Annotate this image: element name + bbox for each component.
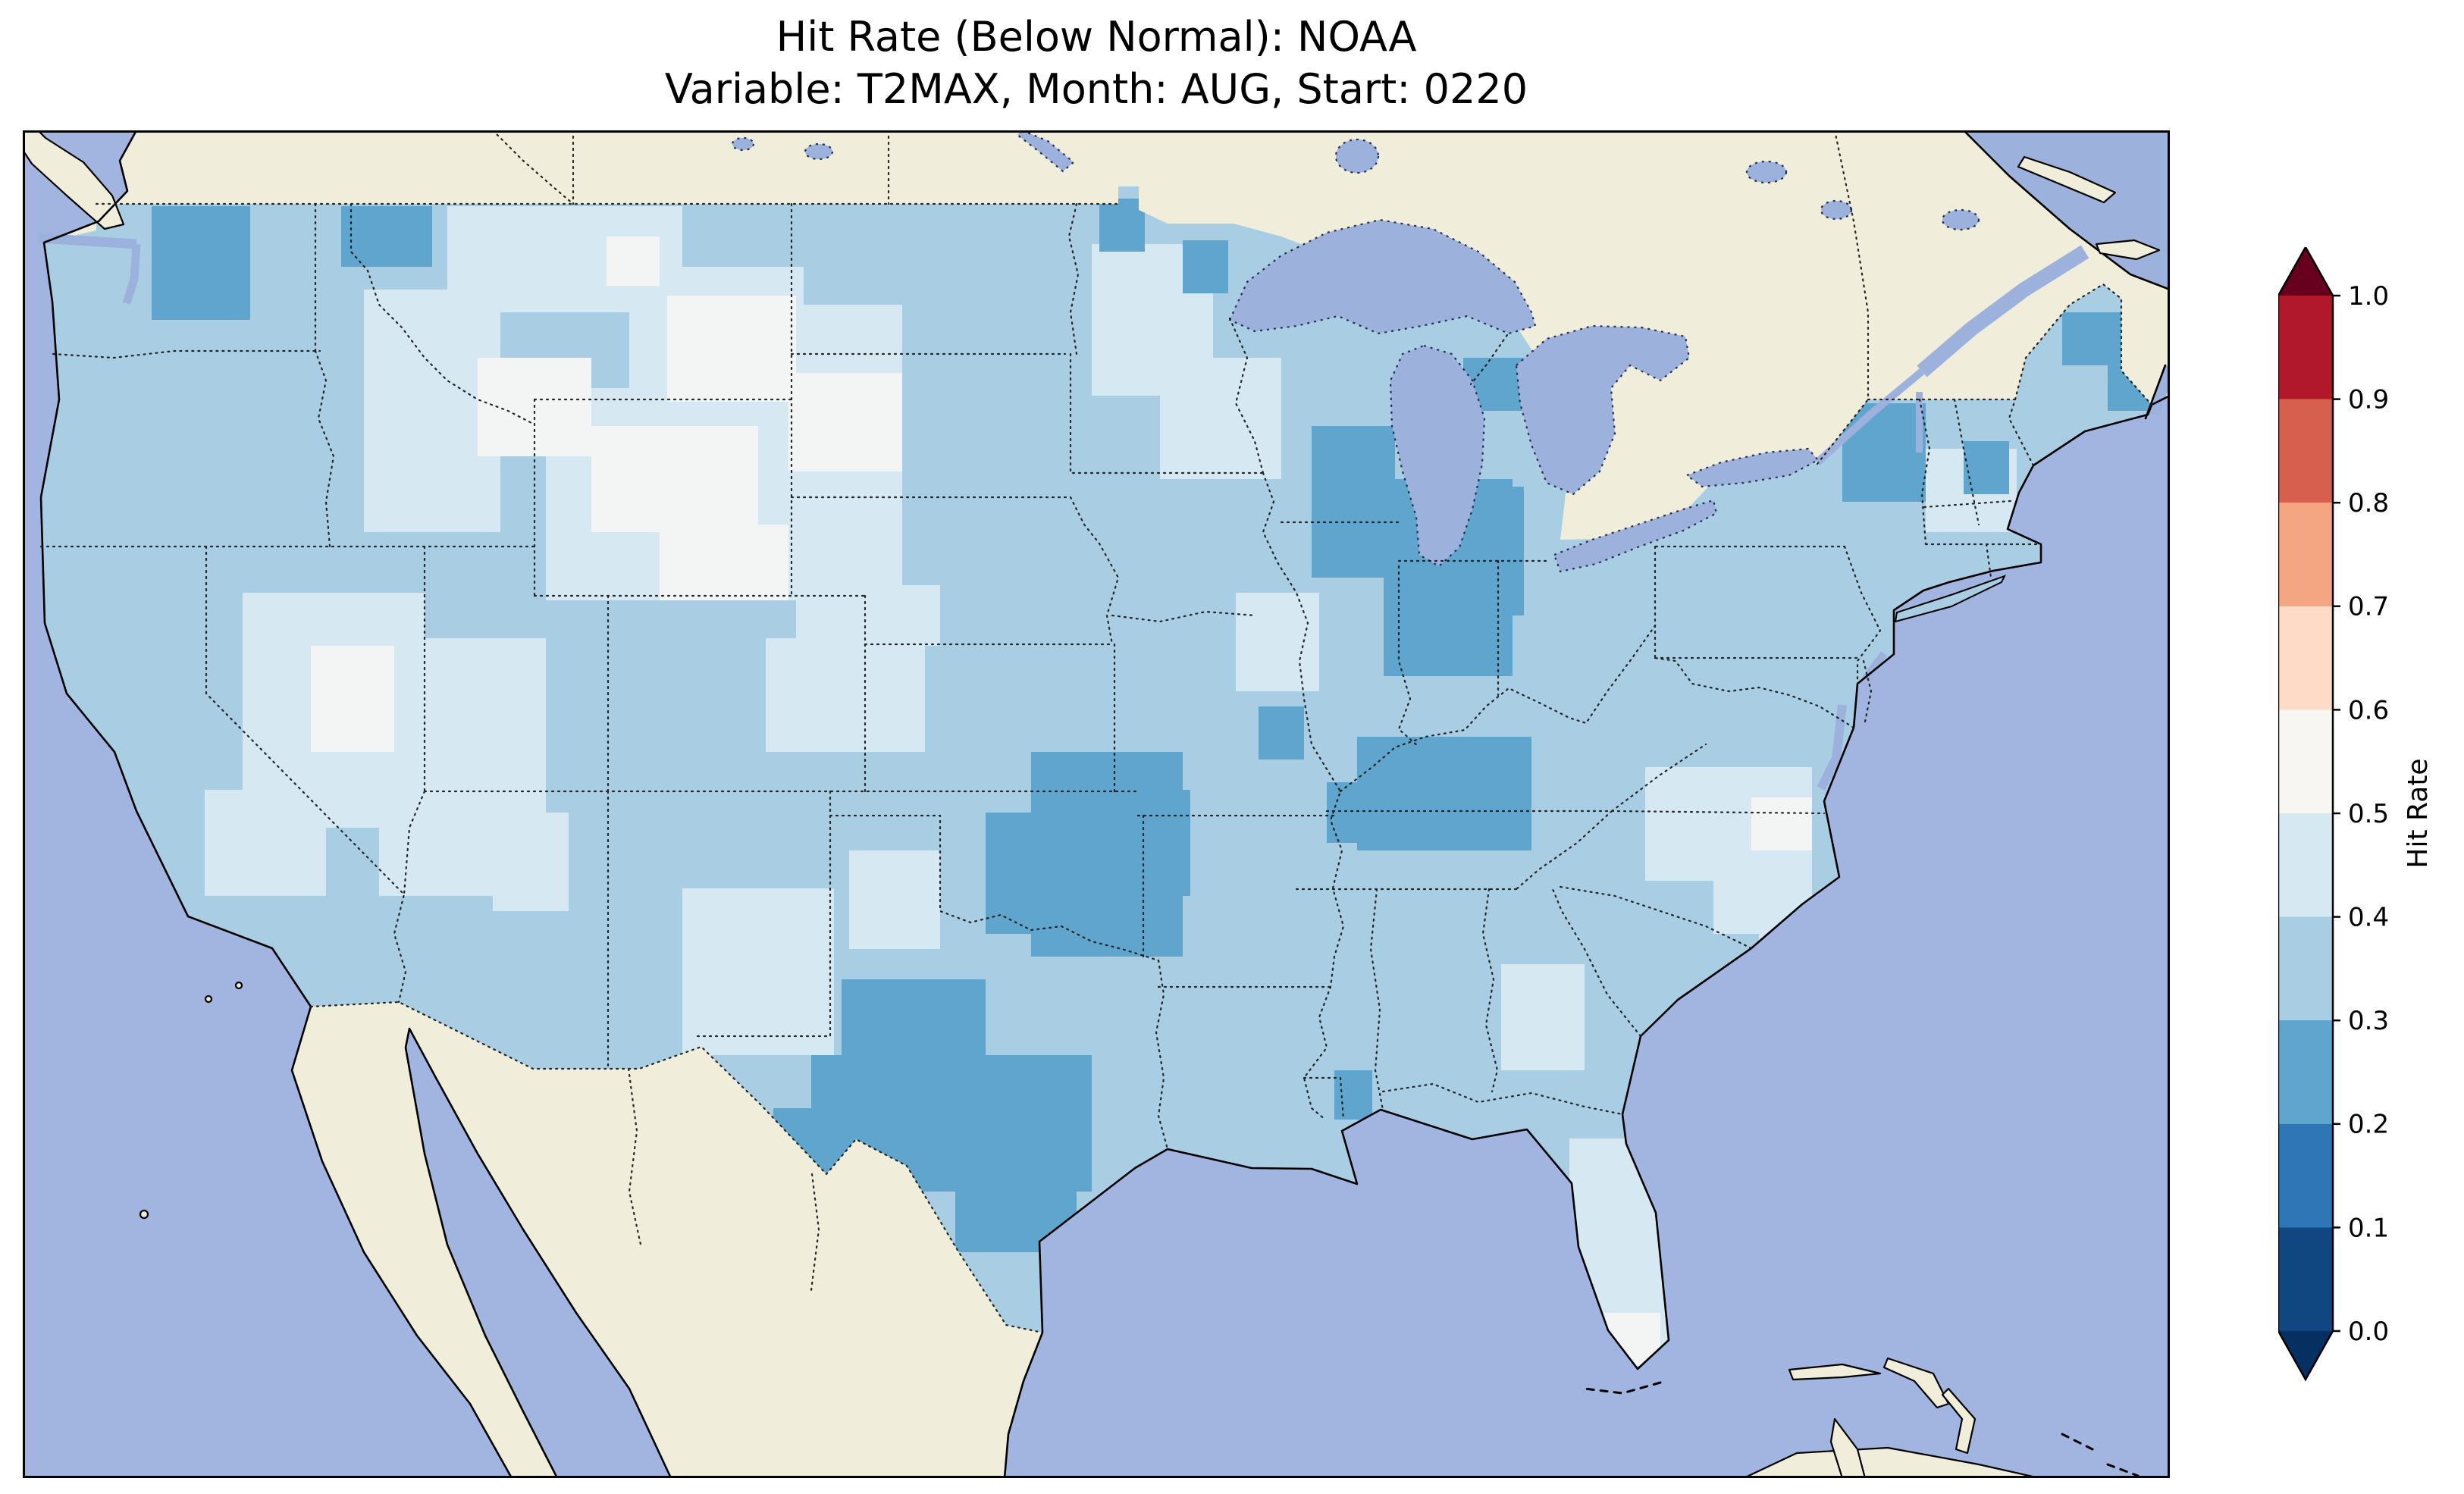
heatmap-cell-0.4-0.5	[796, 585, 940, 646]
colorbar-segment	[2278, 917, 2333, 1021]
heatmap-cell-0.2-0.3	[986, 813, 1054, 934]
colorbar-tick-label: 0.5	[2348, 799, 2389, 829]
colorbar-extend-above	[2278, 247, 2333, 296]
colorbar-tick-label: 0.0	[2348, 1317, 2389, 1347]
heatmap-cell-0.2-0.3	[842, 979, 986, 1063]
colorbar-tick-label: 1.0	[2348, 281, 2389, 312]
ontario-lake	[1747, 161, 1786, 183]
lake-nipigon	[1336, 139, 1378, 173]
colorbar-segment	[2278, 1020, 2333, 1124]
title-line-1: Hit Rate (Below Normal): NOAA	[23, 11, 2170, 63]
heatmap-cell-0.4-0.5	[1236, 593, 1319, 691]
heatmap-cell-0.2-0.3	[1964, 441, 2009, 494]
heatmap-cell-0.5-0.6	[667, 296, 796, 402]
heatmap-cell-0.5-0.6	[788, 373, 902, 471]
heatmap-cell-0.2-0.3	[341, 206, 432, 267]
colorbar-tick-label: 0.7	[2348, 592, 2389, 622]
lac-saint-jean	[1942, 210, 1979, 230]
title-line-2: Variable: T2MAX, Month: AUG, Start: 0220	[23, 63, 2170, 115]
prairie-lake-1	[805, 144, 832, 159]
colorbar-segment	[2278, 1124, 2333, 1228]
quebec-lake	[1821, 201, 1851, 219]
heatmap-cell-0.2-0.3	[1842, 403, 1926, 502]
heatmap-cell-0.4-0.5	[766, 638, 925, 752]
heatmap-cell-0.2-0.3	[1114, 790, 1190, 896]
colorbar-ticks: 1.0 0.9 0.8 0.7 0.6 0.5 0.4 0.3 0.2 0.1 0.0	[2333, 281, 2389, 1347]
colorbar-segment	[2278, 709, 2333, 813]
colorbar-tick-label: 0.1	[2348, 1213, 2389, 1243]
conus-hit-rate-map	[23, 130, 2170, 1478]
figure-title: Hit Rate (Below Normal): NOAA Variable: …	[23, 11, 2170, 115]
colorbar-tick-label: 0.4	[2348, 903, 2389, 933]
colorbar-segment	[2278, 296, 2333, 399]
heatmap-cell-0.2-0.3	[1099, 199, 1145, 252]
colorbar-segment	[2278, 503, 2333, 606]
heatmap-cell-0.4-0.5	[1160, 358, 1281, 479]
colorbar-axis-label: Hit Rate	[2403, 758, 2434, 868]
heatmap-cell-0.2-0.3	[2062, 312, 2123, 365]
channel-island-2	[205, 996, 212, 1002]
heatmap-cell-0.4-0.5	[205, 790, 326, 896]
colorbar-segment	[2278, 606, 2333, 710]
channel-island-1	[236, 982, 242, 988]
heatmap-cell-0.5-0.6	[591, 426, 758, 532]
colorbar-segments	[2278, 296, 2333, 1332]
heatmap-cell-0.5-0.6	[607, 236, 660, 286]
heatmap-cell-0.2-0.3	[1183, 240, 1228, 293]
guadalupe-island	[140, 1211, 148, 1218]
heatmap-cell-0.4-0.5	[682, 888, 834, 1055]
prairie-lake-2	[732, 138, 754, 150]
colorbar-segment	[2278, 813, 2333, 917]
heatmap-cell-0.4-0.5	[379, 790, 508, 896]
colorbar-tick-label: 0.6	[2348, 695, 2389, 725]
colorbar-extend-below	[2278, 1331, 2333, 1380]
colorbar-segment	[2278, 399, 2333, 503]
colorbar-tick-label: 0.8	[2348, 488, 2389, 518]
heatmap-cell-0.4-0.5	[849, 850, 940, 949]
colorbar-tick-label: 0.9	[2348, 385, 2389, 415]
colorbar: 1.0 0.9 0.8 0.7 0.6 0.5 0.4 0.3 0.2 0.1 0.0 Hit Ra…	[2278, 247, 2464, 1384]
heatmap-cell-0.4-0.5	[1501, 964, 1585, 1070]
heatmap-cell-0.4-0.5	[493, 813, 569, 911]
heatmap-cell-0.5-0.6	[660, 525, 788, 600]
heatmap-cell-0.5-0.6	[311, 646, 394, 752]
figure: Hit Rate (Below Normal): NOAA Variable: …	[0, 0, 2464, 1494]
heatmap-cell-0.5-0.6	[1751, 797, 1812, 850]
heatmap-cell-0.2-0.3	[152, 206, 250, 320]
colorbar-segment	[2278, 1227, 2333, 1331]
colorbar-tick-label: 0.3	[2348, 1006, 2389, 1036]
heatmap-cell-0.2-0.3	[1312, 426, 1395, 578]
heatmap-cell-0.2-0.3	[1259, 706, 1304, 760]
colorbar-tick-label: 0.2	[2348, 1110, 2389, 1140]
